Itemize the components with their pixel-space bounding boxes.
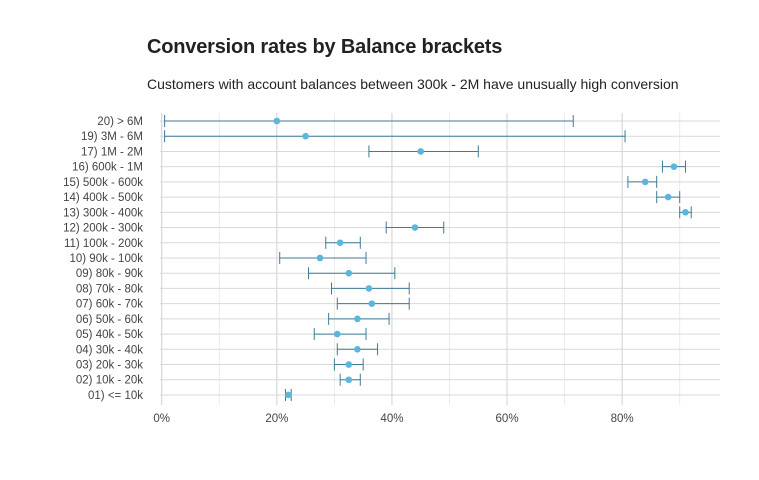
y-tick-label: 14) 400k - 500k xyxy=(63,192,143,204)
x-tick-labels: 0% 20% 40% 60% 80% xyxy=(153,413,633,425)
data-point xyxy=(411,224,419,231)
data-point xyxy=(354,346,361,353)
y-tick-label: 19) 3M - 6M xyxy=(81,131,143,143)
x-tick-label: 40% xyxy=(380,413,403,425)
y-tick-label: 05) 40k - 50k xyxy=(76,329,143,341)
data-point xyxy=(316,254,324,262)
data-point xyxy=(345,361,353,368)
y-tick-label: 17) 1M - 2M xyxy=(81,146,143,158)
x-tick-label: 80% xyxy=(611,413,634,425)
data-point xyxy=(273,117,281,125)
y-tick-label: 20) > 6M xyxy=(97,116,143,128)
data-point xyxy=(664,193,672,201)
y-tick-label: 03) 20k - 30k xyxy=(76,360,143,372)
y-tick-label: 06) 50k - 60k xyxy=(76,314,143,326)
y-tick-label: 16) 600k - 1M xyxy=(72,162,143,174)
y-tick-label: 08) 70k - 80k xyxy=(76,283,143,295)
y-tick-label: 04) 30k - 40k xyxy=(76,344,143,356)
y-tick-labels: 20) > 6M 19) 3M - 6M 17) 1M - 2M 16) 600k -… xyxy=(63,116,143,402)
data-point xyxy=(345,269,353,277)
data-point xyxy=(302,132,309,140)
data-point xyxy=(365,285,373,292)
data-point xyxy=(368,300,376,307)
y-tick-label: 07) 60k - 70k xyxy=(76,299,143,311)
y-tick-label: 12) 200k - 300k xyxy=(63,223,143,235)
x-tick-label: 0% xyxy=(153,413,170,425)
chart-subtitle: Customers with account balances between … xyxy=(147,76,679,92)
data-point xyxy=(670,163,678,170)
y-tick-label: 01) <= 10k xyxy=(88,390,143,402)
y-tick-label: 02) 10k - 20k xyxy=(76,375,143,387)
y-tick-label: 15) 500k - 600k xyxy=(63,177,143,189)
data-point xyxy=(682,209,689,216)
y-tick-label: 13) 300k - 400k xyxy=(63,207,143,219)
data-point xyxy=(345,376,353,384)
x-tick-label: 60% xyxy=(496,413,519,425)
y-tick-label: 10) 90k - 100k xyxy=(69,253,143,265)
data-point xyxy=(417,148,425,155)
chart-title: Conversion rates by Balance brackets xyxy=(147,36,503,58)
data-point xyxy=(354,315,361,323)
data-point xyxy=(333,330,341,338)
grid-lines xyxy=(160,113,720,405)
data-point xyxy=(641,178,649,186)
data-points xyxy=(273,117,689,399)
y-tick-label: 09) 80k - 90k xyxy=(76,268,143,280)
data-point xyxy=(285,391,292,399)
data-point xyxy=(336,239,344,247)
x-tick-label: 20% xyxy=(265,413,288,425)
y-tick-label: 11) 100k - 200k xyxy=(64,238,143,250)
